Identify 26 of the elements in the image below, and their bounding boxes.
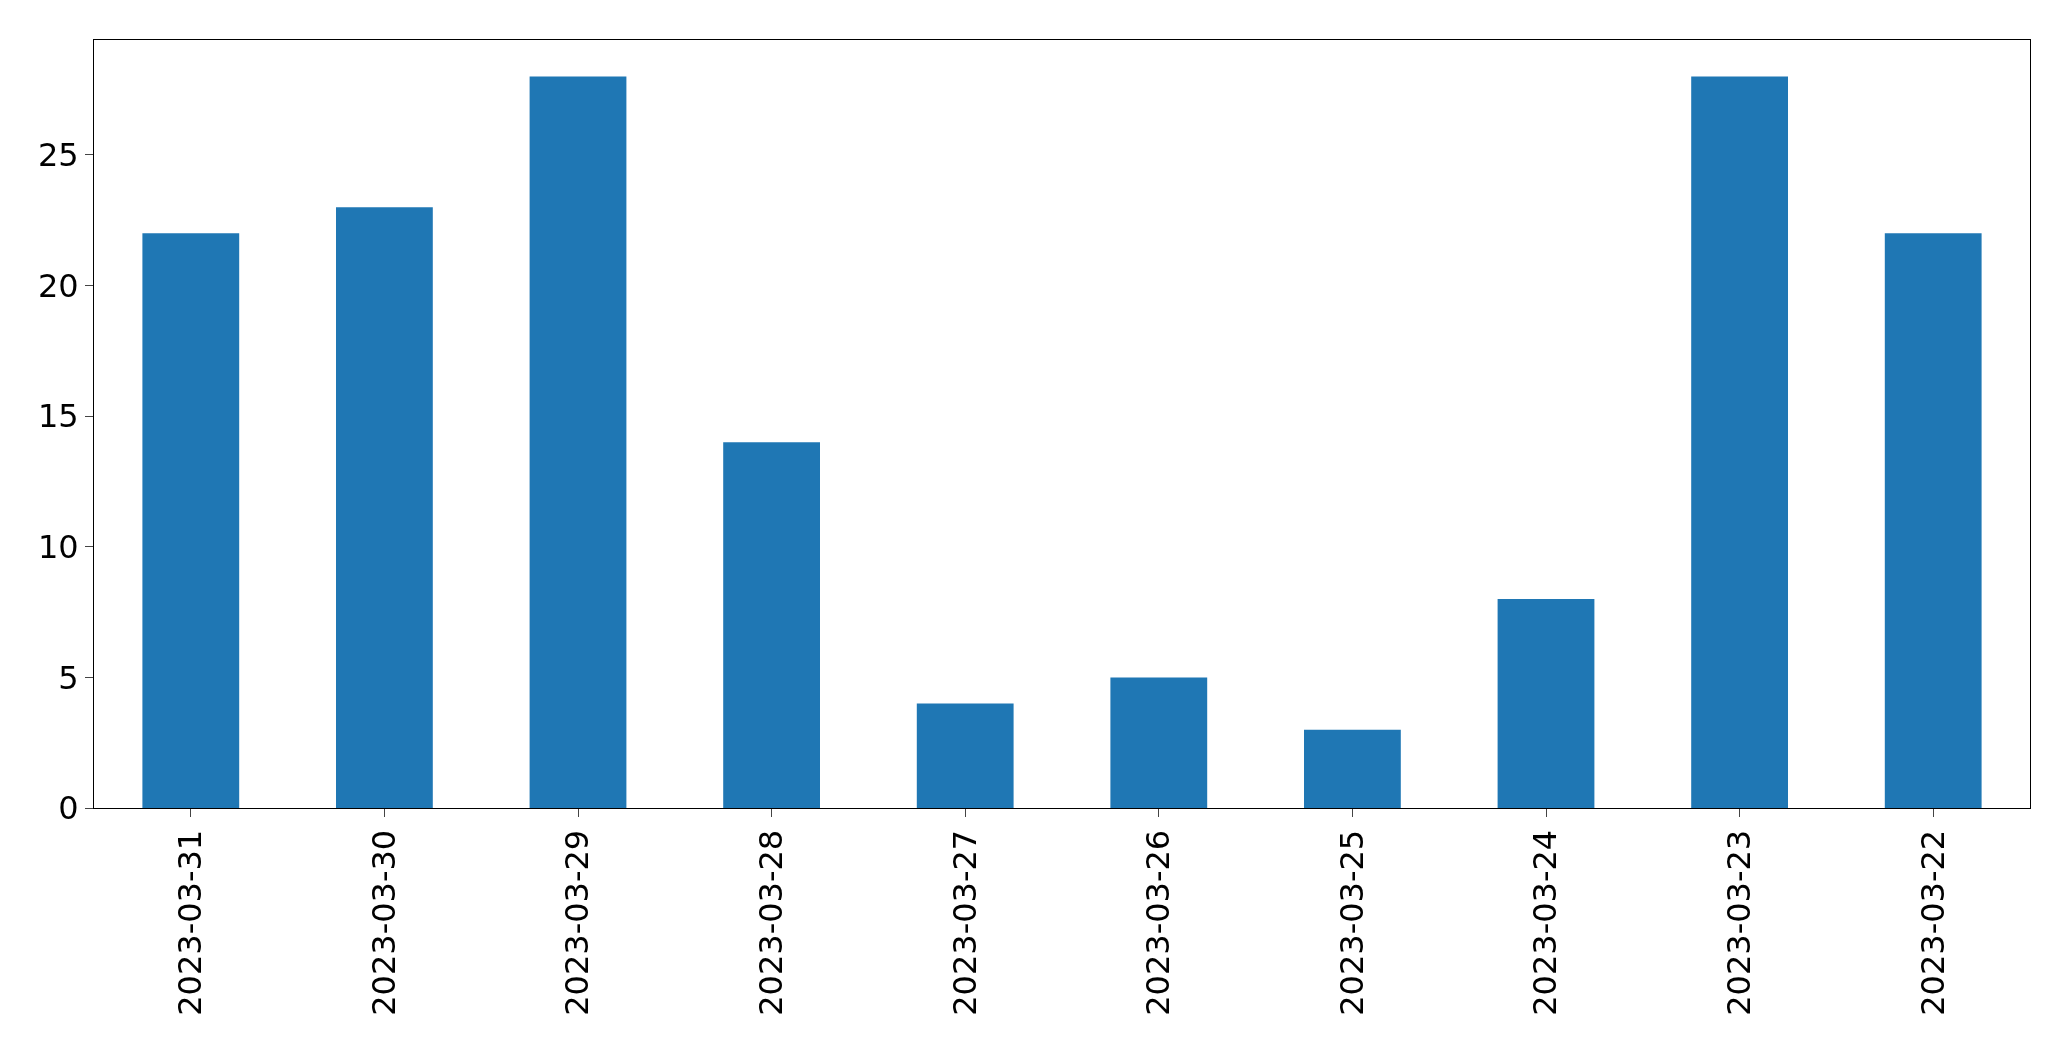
x-tick-label: 2023-03-26 bbox=[1139, 829, 1178, 1016]
bar bbox=[142, 233, 240, 808]
x-tick-label: 2023-03-28 bbox=[752, 829, 790, 1016]
y-tick-label: 10 bbox=[37, 527, 79, 566]
bar bbox=[336, 207, 433, 808]
x-tick-label: 2023-03-24 bbox=[1526, 829, 1565, 1016]
y-tick-label: 25 bbox=[37, 136, 79, 175]
x-tick-label: 2023-03-27 bbox=[945, 829, 984, 1016]
y-tick-label: 5 bbox=[58, 658, 79, 697]
y-tick-label: 15 bbox=[37, 397, 79, 436]
x-tick-label: 2023-03-25 bbox=[1332, 829, 1371, 1016]
bar bbox=[723, 442, 820, 808]
bar bbox=[1304, 729, 1401, 808]
y-tick-label: 20 bbox=[37, 266, 79, 305]
x-tick-label: 2023-03-29 bbox=[558, 829, 597, 1016]
x-tick-label: 2023-03-30 bbox=[364, 829, 403, 1016]
bar bbox=[1691, 76, 1788, 808]
bar bbox=[1884, 233, 1982, 808]
bar bbox=[529, 76, 627, 808]
x-tick-label: 2023-03-22 bbox=[1913, 829, 1952, 1016]
y-tick-label: 0 bbox=[58, 789, 79, 828]
bar bbox=[1497, 599, 1595, 808]
x-tick-label: 2023-03-31 bbox=[171, 829, 210, 1016]
bar bbox=[1110, 677, 1208, 808]
x-tick-label: 2023-03-23 bbox=[1720, 829, 1758, 1016]
bar bbox=[916, 703, 1014, 808]
